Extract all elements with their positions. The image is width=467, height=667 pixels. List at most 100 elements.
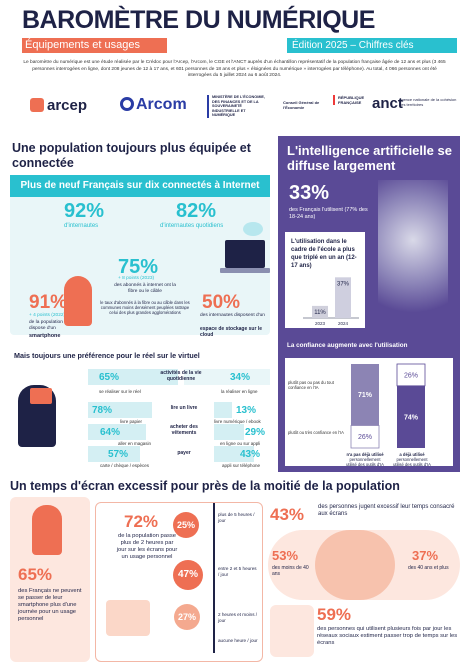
section1-heading: Une population toujours plus équipée et … <box>12 141 251 170</box>
confidence-cat-used-sub: personnellement utilisé des outils d'IA <box>393 457 431 467</box>
intro-text: Le baromètre du numérique est une étude … <box>23 60 446 78</box>
old-value: 37% <box>412 548 439 563</box>
fibre-note: le taux d'abonnés à la fibre ou au câble… <box>100 300 190 315</box>
phone-person-icon <box>32 505 62 555</box>
circle-under-2h-label: 2 heures et moins / jour <box>218 612 258 623</box>
ai-heading: L'intelligence artificielle se diffuse l… <box>287 143 452 173</box>
reel-row-bar <box>184 369 270 385</box>
reel-left-label: se réaliser sur le réel <box>99 389 141 394</box>
reel-row-bar <box>88 369 178 385</box>
social-value: 59% <box>317 605 352 624</box>
arcep-logo-icon <box>30 98 44 112</box>
reel-activity: payer <box>177 450 191 456</box>
section2-heading: Un temps d'écran excessif pour près de l… <box>10 479 400 493</box>
social-media-icon <box>270 605 314 657</box>
republique-logo: RÉPUBLIQUE FRANÇAISE <box>333 95 368 105</box>
smartphone-delta: + 4 points (2022) <box>29 313 66 318</box>
young-value: 53% <box>272 548 299 563</box>
ministere-logo: MINISTÈRE DE L'ÉCONOMIE, DES FINANCES ET… <box>207 95 267 118</box>
reel-right-value: 13% <box>236 405 257 416</box>
daily-internautes-value: 82% <box>176 200 217 222</box>
robot-illustration-icon <box>378 180 448 330</box>
fibre-text: des abonnés à internet ont la fibre ou l… <box>114 283 176 294</box>
smartphone-text: de la population dispose d'un <box>29 320 63 331</box>
ai-users-text: des Français l'utilisent (77% des 18-24 … <box>289 207 368 220</box>
circle-under-2h: 27% <box>174 604 200 630</box>
school-bar-2023 <box>312 305 328 318</box>
arcom-logo-text: Arcom <box>136 96 187 113</box>
reel-left-label: aller en magasin <box>118 441 152 446</box>
cge-logo: Conseil Général de l'Économie <box>283 100 320 110</box>
cloud-text: des internautes disposent d'un <box>200 313 265 318</box>
reel-left-value: 65% <box>99 372 120 383</box>
school-tick-2024: 2024 <box>338 321 349 326</box>
reel-right-label: la réaliser en ligne <box>221 389 258 394</box>
smartphone-dependency-text: des Français ne peuvent se passer de leu… <box>18 588 82 622</box>
confidence-legend-bottom: plutôt ou très confiance en l'IA <box>288 430 344 435</box>
reel-row-bar <box>88 424 146 440</box>
reel-activity: acheter des vêtements <box>170 424 198 436</box>
reel-left-value: 57% <box>108 449 129 460</box>
anct-logo-text: agence nationale de la cohésion des terr… <box>399 97 457 107</box>
reel-left-label: carte / chèque / espèces <box>100 463 150 468</box>
book-icon <box>30 388 52 404</box>
internautes-label: d'internautes <box>64 223 99 229</box>
confidence-bar-never-low <box>351 364 379 426</box>
confidence-bar-used-high <box>397 385 425 448</box>
cloud-value: 50% <box>202 292 241 313</box>
fibre-delta: + 8 points (2023) <box>118 276 155 281</box>
cloud-icon <box>243 222 263 236</box>
reel-activity: lire un livre <box>170 405 198 411</box>
reel-right-value: 29% <box>245 427 266 438</box>
confidence-bar-used-low <box>396 363 426 387</box>
smartphone-value: 91% <box>29 292 68 313</box>
confidence-cat-never: n'a pas déjà utilisé personnellement util… <box>345 452 385 467</box>
reel-right-label: livre numérique / ebook <box>214 419 261 424</box>
confidence-bar-never-high <box>350 425 380 449</box>
confidence-label-never-low: 71% <box>358 392 373 399</box>
reel-left-label: livre papier <box>120 419 143 424</box>
school-bar-2024 <box>335 277 351 318</box>
reel-right-label: en ligne ou sur appli <box>220 441 261 446</box>
school-chart-svg: 11% 37% 2023 2024 <box>303 277 359 326</box>
arcom-logo-icon <box>120 97 134 111</box>
reel-right-label: appli sur téléphone <box>222 463 261 468</box>
reel-heading: Mais toujours une préférence pour le rée… <box>14 351 200 360</box>
confidence-label-used-high: 74% <box>404 414 419 421</box>
school-bar-label-2023: 11% <box>314 310 326 316</box>
cloud-bold: espace de stockage sur le cloud <box>200 326 262 338</box>
arcep-logo: arcep <box>30 97 87 114</box>
smartphone-bold: smartphone <box>29 333 61 339</box>
group-people-icon <box>315 530 395 600</box>
laptop-base-icon <box>220 268 270 273</box>
page-title: BAROMÈTRE DU NUMÉRIQUE <box>22 6 375 34</box>
confidence-cat-never-sub: personnellement utilisé des outils d'IA <box>346 457 384 467</box>
reel-row-bar <box>214 402 232 418</box>
confidence-cat-never-title: n'a pas déjà utilisé <box>346 452 384 457</box>
confidence-chart-svg: 71% 26% 26% 74% <box>350 363 426 449</box>
reel-right-value: 43% <box>240 449 261 460</box>
circle-2-to-5h: 47% <box>173 560 203 590</box>
edition-label: Édition 2025 – Chiffres clés <box>287 38 457 53</box>
arcom-logo: Arcom <box>120 96 187 114</box>
confidence-label-used-low: 26% <box>404 372 418 379</box>
person-icon <box>64 276 92 326</box>
reel-left-value: 64% <box>100 427 121 438</box>
reel-row-bar <box>88 446 140 462</box>
school-bar-label-2024: 37% <box>337 281 350 287</box>
daily-internautes-label: d'internautes quotidiens <box>160 223 224 229</box>
confidence-heading: La confiance augmente avec l'utilisation <box>287 342 408 349</box>
circle-over-5h: 25% <box>173 512 199 538</box>
connectivity-band: Plus de neuf Français sur dix connectés … <box>10 175 270 197</box>
reel-left-value: 78% <box>92 405 113 416</box>
circle-over-5h-label: plus de 5 heures / jour <box>218 512 255 523</box>
confidence-cat-used-title: a déjà utilisé <box>399 452 425 457</box>
reel-right-value: 34% <box>230 372 251 383</box>
reel-row-bar <box>88 402 152 418</box>
arcep-logo-text: arcep <box>47 97 88 114</box>
anct-logo: anct <box>372 95 403 112</box>
subtitle-left: Équipements et usages <box>22 38 167 53</box>
old-label: des 40 ans et plus <box>408 565 449 571</box>
laptop-icon <box>225 240 265 268</box>
confidence-label-never-high: 26% <box>358 434 372 441</box>
